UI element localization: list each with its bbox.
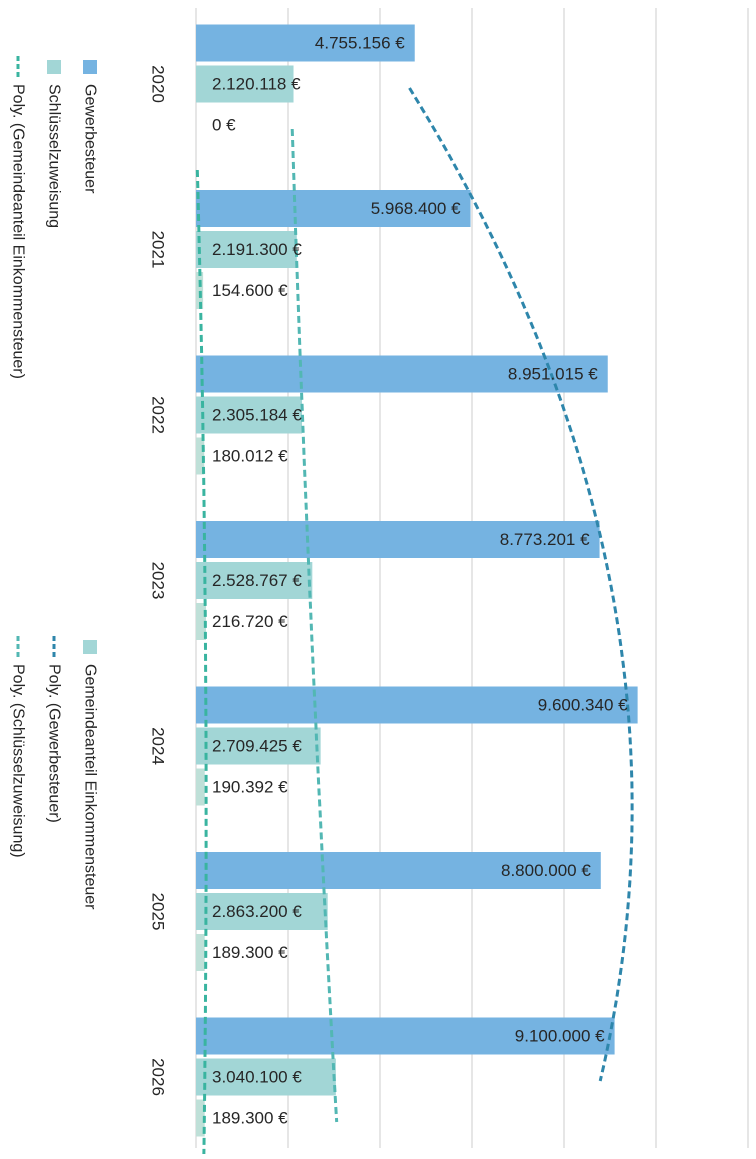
legend-label: Gewerbesteuer xyxy=(82,84,99,194)
data-label: 9.600.340 € xyxy=(538,696,628,715)
category-labels: 2020 2021 2022 2023 2024 2025 2026 xyxy=(149,65,168,1096)
legend: Gewerbesteuer Schlüsselzuweisung Poly. (Ge… xyxy=(10,56,99,910)
category-label: 2021 xyxy=(149,231,168,269)
bar xyxy=(196,768,205,806)
legend-label: Gemeindeanteil Einkommensteuer xyxy=(82,664,99,910)
bar xyxy=(196,355,608,393)
legend-item: Poly. (Schlüsselzuweisung) xyxy=(10,636,27,858)
bar xyxy=(196,934,205,971)
data-label: 190.392 € xyxy=(212,778,288,797)
bar xyxy=(196,521,600,558)
legend-item: Schlüsselzuweisung xyxy=(46,60,63,228)
legend-label: Poly. (Schlüsselzuweisung) xyxy=(10,664,27,858)
bar xyxy=(196,1099,205,1137)
category-label: 2025 xyxy=(149,893,168,931)
bar xyxy=(196,893,328,930)
data-label: 9.100.000 € xyxy=(515,1027,605,1046)
bar xyxy=(196,396,303,434)
legend-item: Gewerbesteuer xyxy=(82,60,99,194)
data-label: 216.720 € xyxy=(212,612,288,631)
data-label: 8.773.201 € xyxy=(500,530,590,549)
trendline xyxy=(290,128,339,1123)
data-label: 2.305.184 € xyxy=(212,406,302,425)
trendline xyxy=(195,169,208,1159)
category-label: 2020 xyxy=(149,65,168,103)
data-labels: 4.755.156 € 5.968.400 € 8.951.015 € 8.773.2… xyxy=(212,34,628,1128)
data-label: 8.800.000 € xyxy=(501,861,591,880)
legend-label: Schlüsselzuweisung xyxy=(46,84,63,228)
bar xyxy=(196,231,297,268)
data-label: 5.968.400 € xyxy=(371,199,461,218)
category-label: 2023 xyxy=(149,562,168,600)
data-label: 2.191.300 € xyxy=(212,240,302,259)
bar xyxy=(196,1017,615,1055)
legend-item: Poly. (Gemeindeanteil Einkommensteuer) xyxy=(10,56,27,379)
bar xyxy=(196,603,206,640)
bar xyxy=(196,562,313,599)
bar xyxy=(196,437,205,475)
bar xyxy=(196,190,471,227)
data-label: 2.120.118 € xyxy=(212,75,301,94)
bar xyxy=(196,727,321,765)
category-label: 2026 xyxy=(149,1058,168,1096)
legend-swatch xyxy=(83,640,97,654)
legend-label: Poly. (Gewerbesteuer) xyxy=(46,664,63,823)
data-label: 2.528.767 € xyxy=(212,571,302,590)
trendlines xyxy=(195,87,634,1159)
data-label: 180.012 € xyxy=(212,447,288,466)
legend-item: Gemeindeanteil Einkommensteuer xyxy=(82,640,99,910)
data-label: 189.300 € xyxy=(212,1109,288,1128)
bar xyxy=(196,1058,336,1096)
data-label: 189.300 € xyxy=(212,943,288,962)
legend-item: Poly. (Gewerbesteuer) xyxy=(46,636,63,823)
data-label: 0 € xyxy=(212,116,236,135)
data-label: 3.040.100 € xyxy=(212,1068,302,1087)
data-label: 4.755.156 € xyxy=(315,34,405,53)
bars xyxy=(196,24,638,1137)
legend-swatch xyxy=(83,60,97,74)
bar xyxy=(196,24,415,62)
data-label: 2.709.425 € xyxy=(212,737,302,756)
data-label: 2.863.200 € xyxy=(212,902,302,921)
category-label: 2024 xyxy=(149,727,168,765)
bar xyxy=(196,852,601,889)
legend-swatch xyxy=(47,60,61,74)
legend-label: Poly. (Gemeindeanteil Einkommensteuer) xyxy=(10,84,27,379)
trendline xyxy=(408,87,634,1082)
category-label: 2022 xyxy=(149,396,168,434)
bar xyxy=(196,272,204,309)
data-label: 154.600 € xyxy=(212,281,288,300)
bar xyxy=(196,686,638,724)
bar xyxy=(196,65,294,103)
data-label: 8.951.015 € xyxy=(508,365,598,384)
